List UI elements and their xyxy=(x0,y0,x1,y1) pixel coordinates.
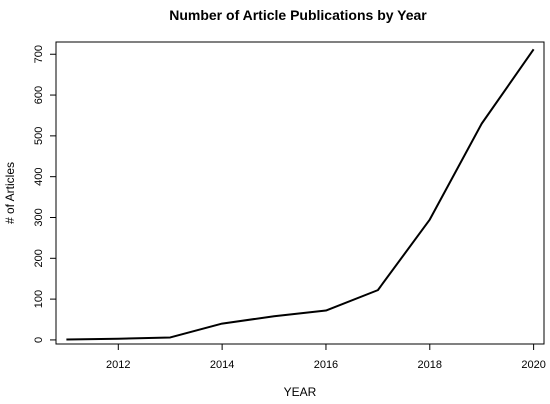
y-tick-label: 600 xyxy=(33,86,45,104)
y-tick-label: 500 xyxy=(33,127,45,145)
x-axis-label: YEAR xyxy=(284,385,317,399)
y-axis: 0 100 200 300 400 500 600 700 xyxy=(33,45,56,343)
y-tick-label: 100 xyxy=(33,290,45,308)
y-tick-label: 200 xyxy=(33,249,45,267)
y-tick-label: 300 xyxy=(33,208,45,226)
plot-frame xyxy=(55,41,545,345)
series-line xyxy=(66,48,535,341)
x-tick-label: 2018 xyxy=(418,359,442,371)
x-axis: 2012 2014 2016 2018 2020 xyxy=(106,344,546,371)
chart-title: Number of Article Publications by Year xyxy=(169,7,427,23)
y-axis-label: # of Articles xyxy=(3,162,17,224)
x-tick-label: 2012 xyxy=(106,359,130,371)
y-tick-label: 0 xyxy=(33,337,45,343)
x-tick-label: 2020 xyxy=(521,359,545,371)
x-tick-label: 2016 xyxy=(314,359,338,371)
y-tick-label: 700 xyxy=(33,45,45,63)
x-tick-label: 2014 xyxy=(210,359,234,371)
y-tick-label: 400 xyxy=(33,167,45,185)
